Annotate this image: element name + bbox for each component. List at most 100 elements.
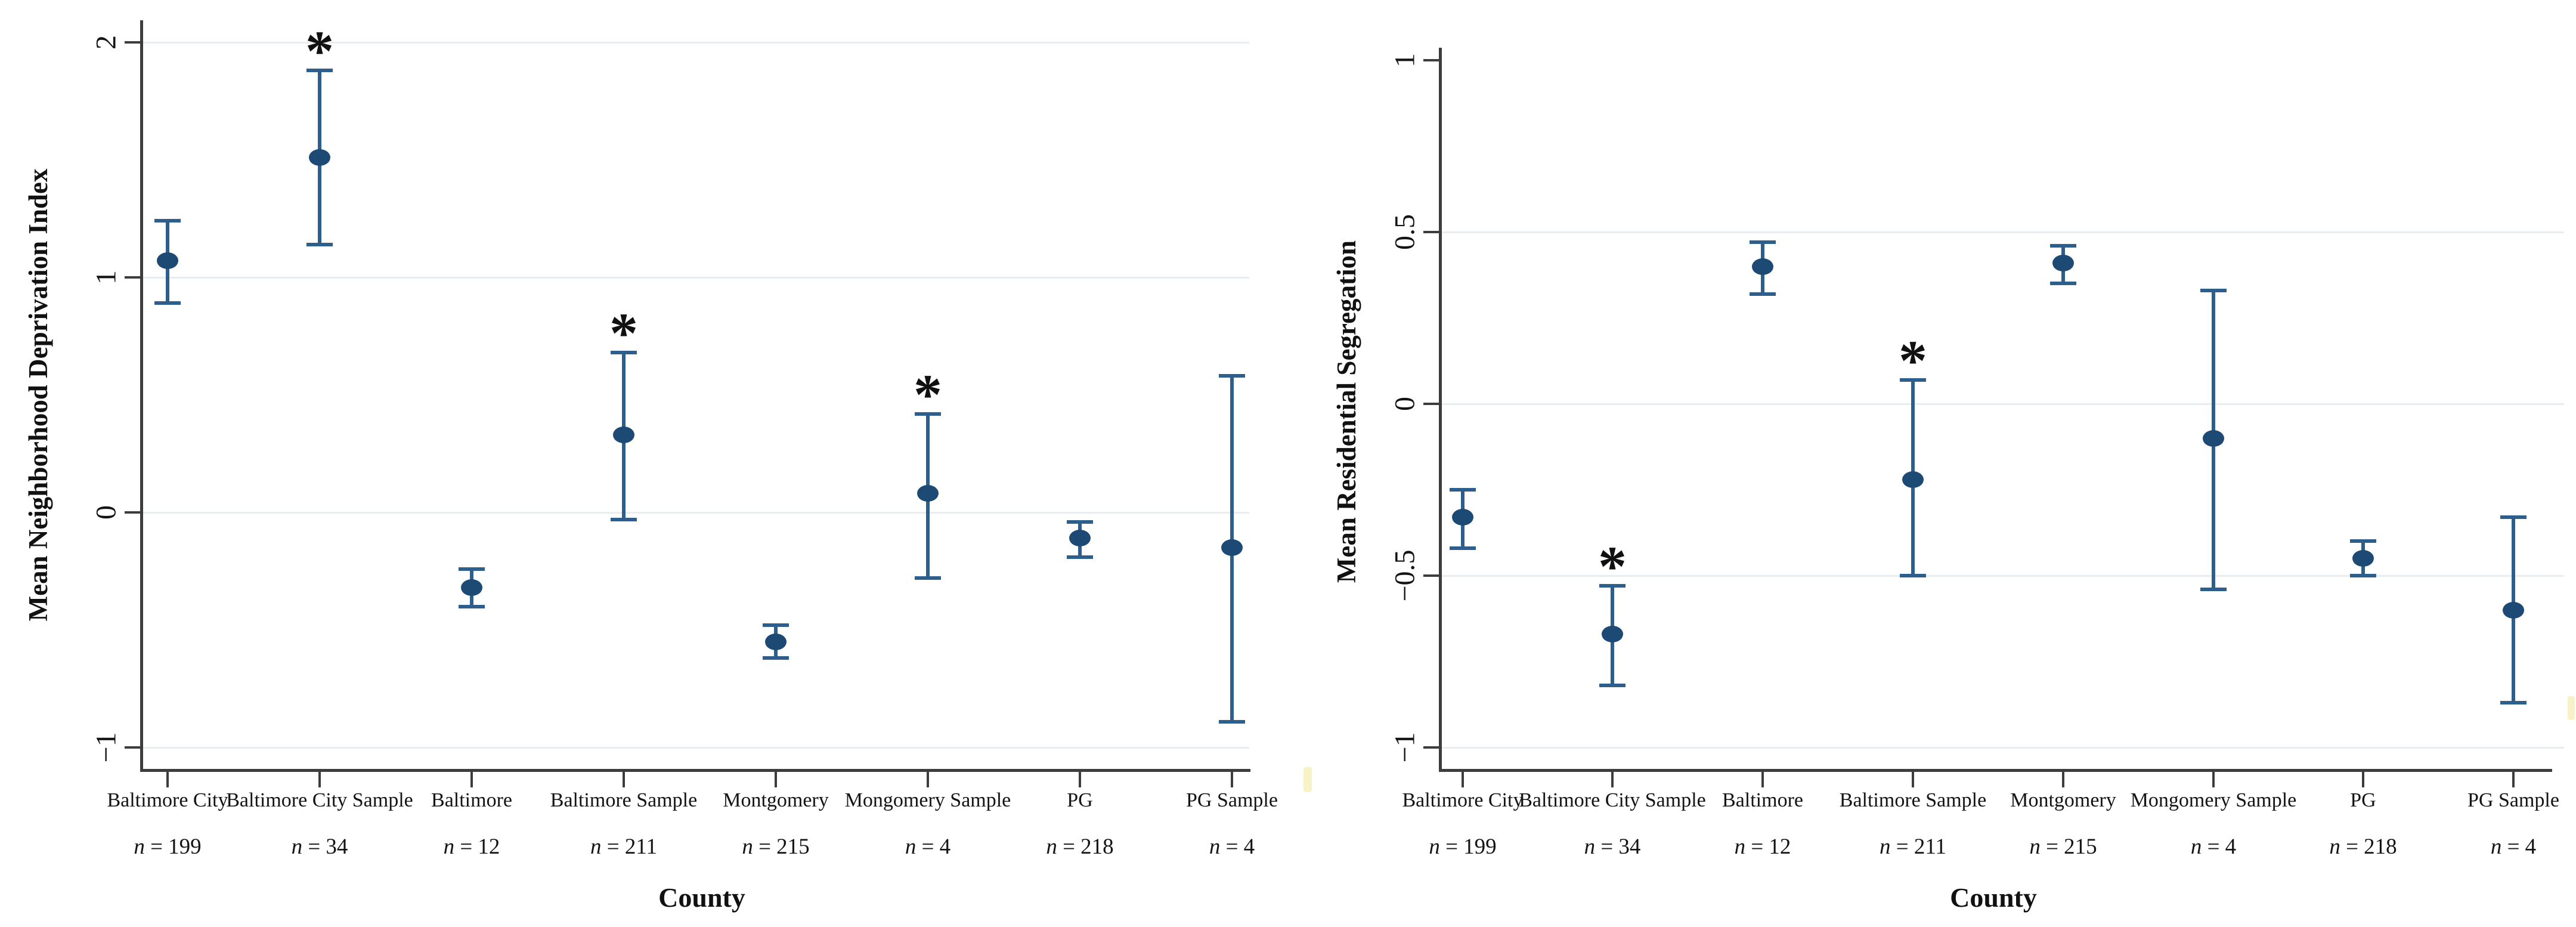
x-category-label: PG Sample xyxy=(2467,789,2559,811)
x-category-label: Baltimore xyxy=(431,789,512,811)
y-tick-mark xyxy=(1423,746,1439,749)
error-bar-cap-top xyxy=(611,351,637,355)
error-bar-cap-top xyxy=(915,412,941,416)
x-tick-mark xyxy=(2212,772,2215,787)
x-count-label: n = 211 xyxy=(590,835,657,859)
mean-point-marker xyxy=(1752,258,1773,275)
x-category-label: Mongomery Sample xyxy=(2130,789,2297,811)
mean-point-marker xyxy=(1602,625,1623,642)
mean-point-marker xyxy=(2052,254,2074,271)
mean-point-marker xyxy=(1069,530,1091,547)
gridline xyxy=(143,42,1249,44)
error-bar-cap-bottom xyxy=(306,242,333,246)
x-count-label: n = 4 xyxy=(1209,835,1255,859)
x-tick-mark xyxy=(2362,772,2364,787)
error-bar-cap-top xyxy=(1450,488,1476,492)
y-tick-mark xyxy=(125,41,140,44)
y-tick-mark xyxy=(125,746,140,749)
error-bar-cap-bottom xyxy=(459,604,485,608)
x-category-label: Baltimore Sample xyxy=(550,789,698,811)
error-bar-cap-bottom xyxy=(611,517,637,521)
y-tick-label: 1 xyxy=(90,270,122,285)
y-tick-label: 0 xyxy=(1389,397,1421,411)
y-tick-mark xyxy=(1423,403,1439,405)
x-category-label: PG xyxy=(1067,789,1093,811)
x-category-label: Montgomery xyxy=(2010,789,2116,811)
y-tick-label: 2 xyxy=(90,35,122,50)
scan-artifact xyxy=(1304,767,1312,792)
error-bar-cap-bottom xyxy=(154,301,181,305)
significance-asterisk: * xyxy=(1899,328,1927,393)
error-bar-cap-top xyxy=(2350,539,2376,543)
x-category-label: Baltimore xyxy=(1722,789,1803,811)
x-axis-line xyxy=(140,769,1250,772)
x-tick-mark xyxy=(1079,772,1081,787)
x-count-label: n = 218 xyxy=(1046,835,1114,859)
y-tick-mark xyxy=(1423,231,1439,233)
mean-point-marker xyxy=(2352,550,2374,567)
error-bar-cap-top xyxy=(1750,240,1776,245)
error-bar-cap-bottom xyxy=(1450,546,1476,550)
y-axis-line xyxy=(1439,48,1442,772)
x-category-label: Baltimore Sample xyxy=(1839,789,1987,811)
y-tick-mark xyxy=(125,511,140,514)
significance-asterisk: * xyxy=(609,301,638,366)
mean-point-marker xyxy=(917,485,939,502)
mean-point-marker xyxy=(765,633,787,650)
x-axis-line xyxy=(1439,769,2552,772)
x-count-label: n = 199 xyxy=(134,835,202,859)
y-axis-title: Mean Residential Segregation xyxy=(1332,240,1361,583)
x-tick-mark xyxy=(470,772,473,787)
x-count-label: n = 4 xyxy=(905,835,951,859)
x-category-label: Baltimore City Sample xyxy=(226,789,413,811)
x-count-label: n = 215 xyxy=(742,835,810,859)
x-axis-title: County xyxy=(1950,882,2037,913)
x-count-label: n = 199 xyxy=(1429,835,1497,859)
y-axis-title: Mean Neighborhood Deprivation Index xyxy=(23,168,53,622)
x-category-label: Montgomery xyxy=(723,789,829,811)
gridline xyxy=(143,277,1249,279)
error-bar-cap-bottom xyxy=(2200,588,2227,592)
x-category-label: Baltimore City Sample xyxy=(1519,789,1706,811)
error-bar-cap-bottom xyxy=(1750,292,1776,296)
mean-point-marker xyxy=(1902,471,1924,488)
error-bar-cap-top xyxy=(306,69,333,73)
mean-point-marker xyxy=(613,426,634,443)
error-bar-cap-top xyxy=(2050,244,2076,248)
error-bar-cap-bottom xyxy=(1900,574,1926,577)
gridline xyxy=(143,747,1249,749)
error-bar-cap-top xyxy=(154,219,181,223)
y-tick-mark xyxy=(125,276,140,279)
x-count-label: n = 4 xyxy=(2490,835,2537,859)
gridline xyxy=(1442,747,2564,749)
x-category-label: Baltimore City xyxy=(107,789,228,811)
y-tick-label: 1 xyxy=(1389,53,1421,67)
mean-point-marker xyxy=(1452,509,1473,526)
x-tick-mark xyxy=(318,772,321,787)
error-bar-cap-bottom xyxy=(2500,701,2527,705)
y-tick-label: −1 xyxy=(90,732,122,763)
significance-asterisk: * xyxy=(1598,534,1627,599)
x-count-label: n = 218 xyxy=(2329,835,2397,859)
error-bar-cap-bottom xyxy=(2350,574,2376,577)
x-count-label: n = 4 xyxy=(2190,835,2237,859)
x-tick-mark xyxy=(1231,772,1233,787)
x-category-label: Mongomery Sample xyxy=(844,789,1011,811)
x-tick-mark xyxy=(1611,772,1614,787)
gridline xyxy=(143,512,1249,514)
x-tick-mark xyxy=(1912,772,1914,787)
significance-asterisk: * xyxy=(305,19,334,84)
gridline xyxy=(1442,231,2564,233)
x-tick-mark xyxy=(775,772,777,787)
error-bar-cap-top xyxy=(2200,288,2227,292)
x-category-label: PG Sample xyxy=(1186,789,1278,811)
x-count-label: n = 211 xyxy=(1880,835,1946,859)
scan-artifact xyxy=(2568,696,2575,720)
mean-point-marker xyxy=(2203,429,2224,447)
x-category-label: Baltimore City xyxy=(1402,789,1524,811)
x-tick-mark xyxy=(623,772,625,787)
x-count-label: n = 34 xyxy=(291,835,348,859)
y-tick-label: −0.5 xyxy=(1389,549,1421,602)
